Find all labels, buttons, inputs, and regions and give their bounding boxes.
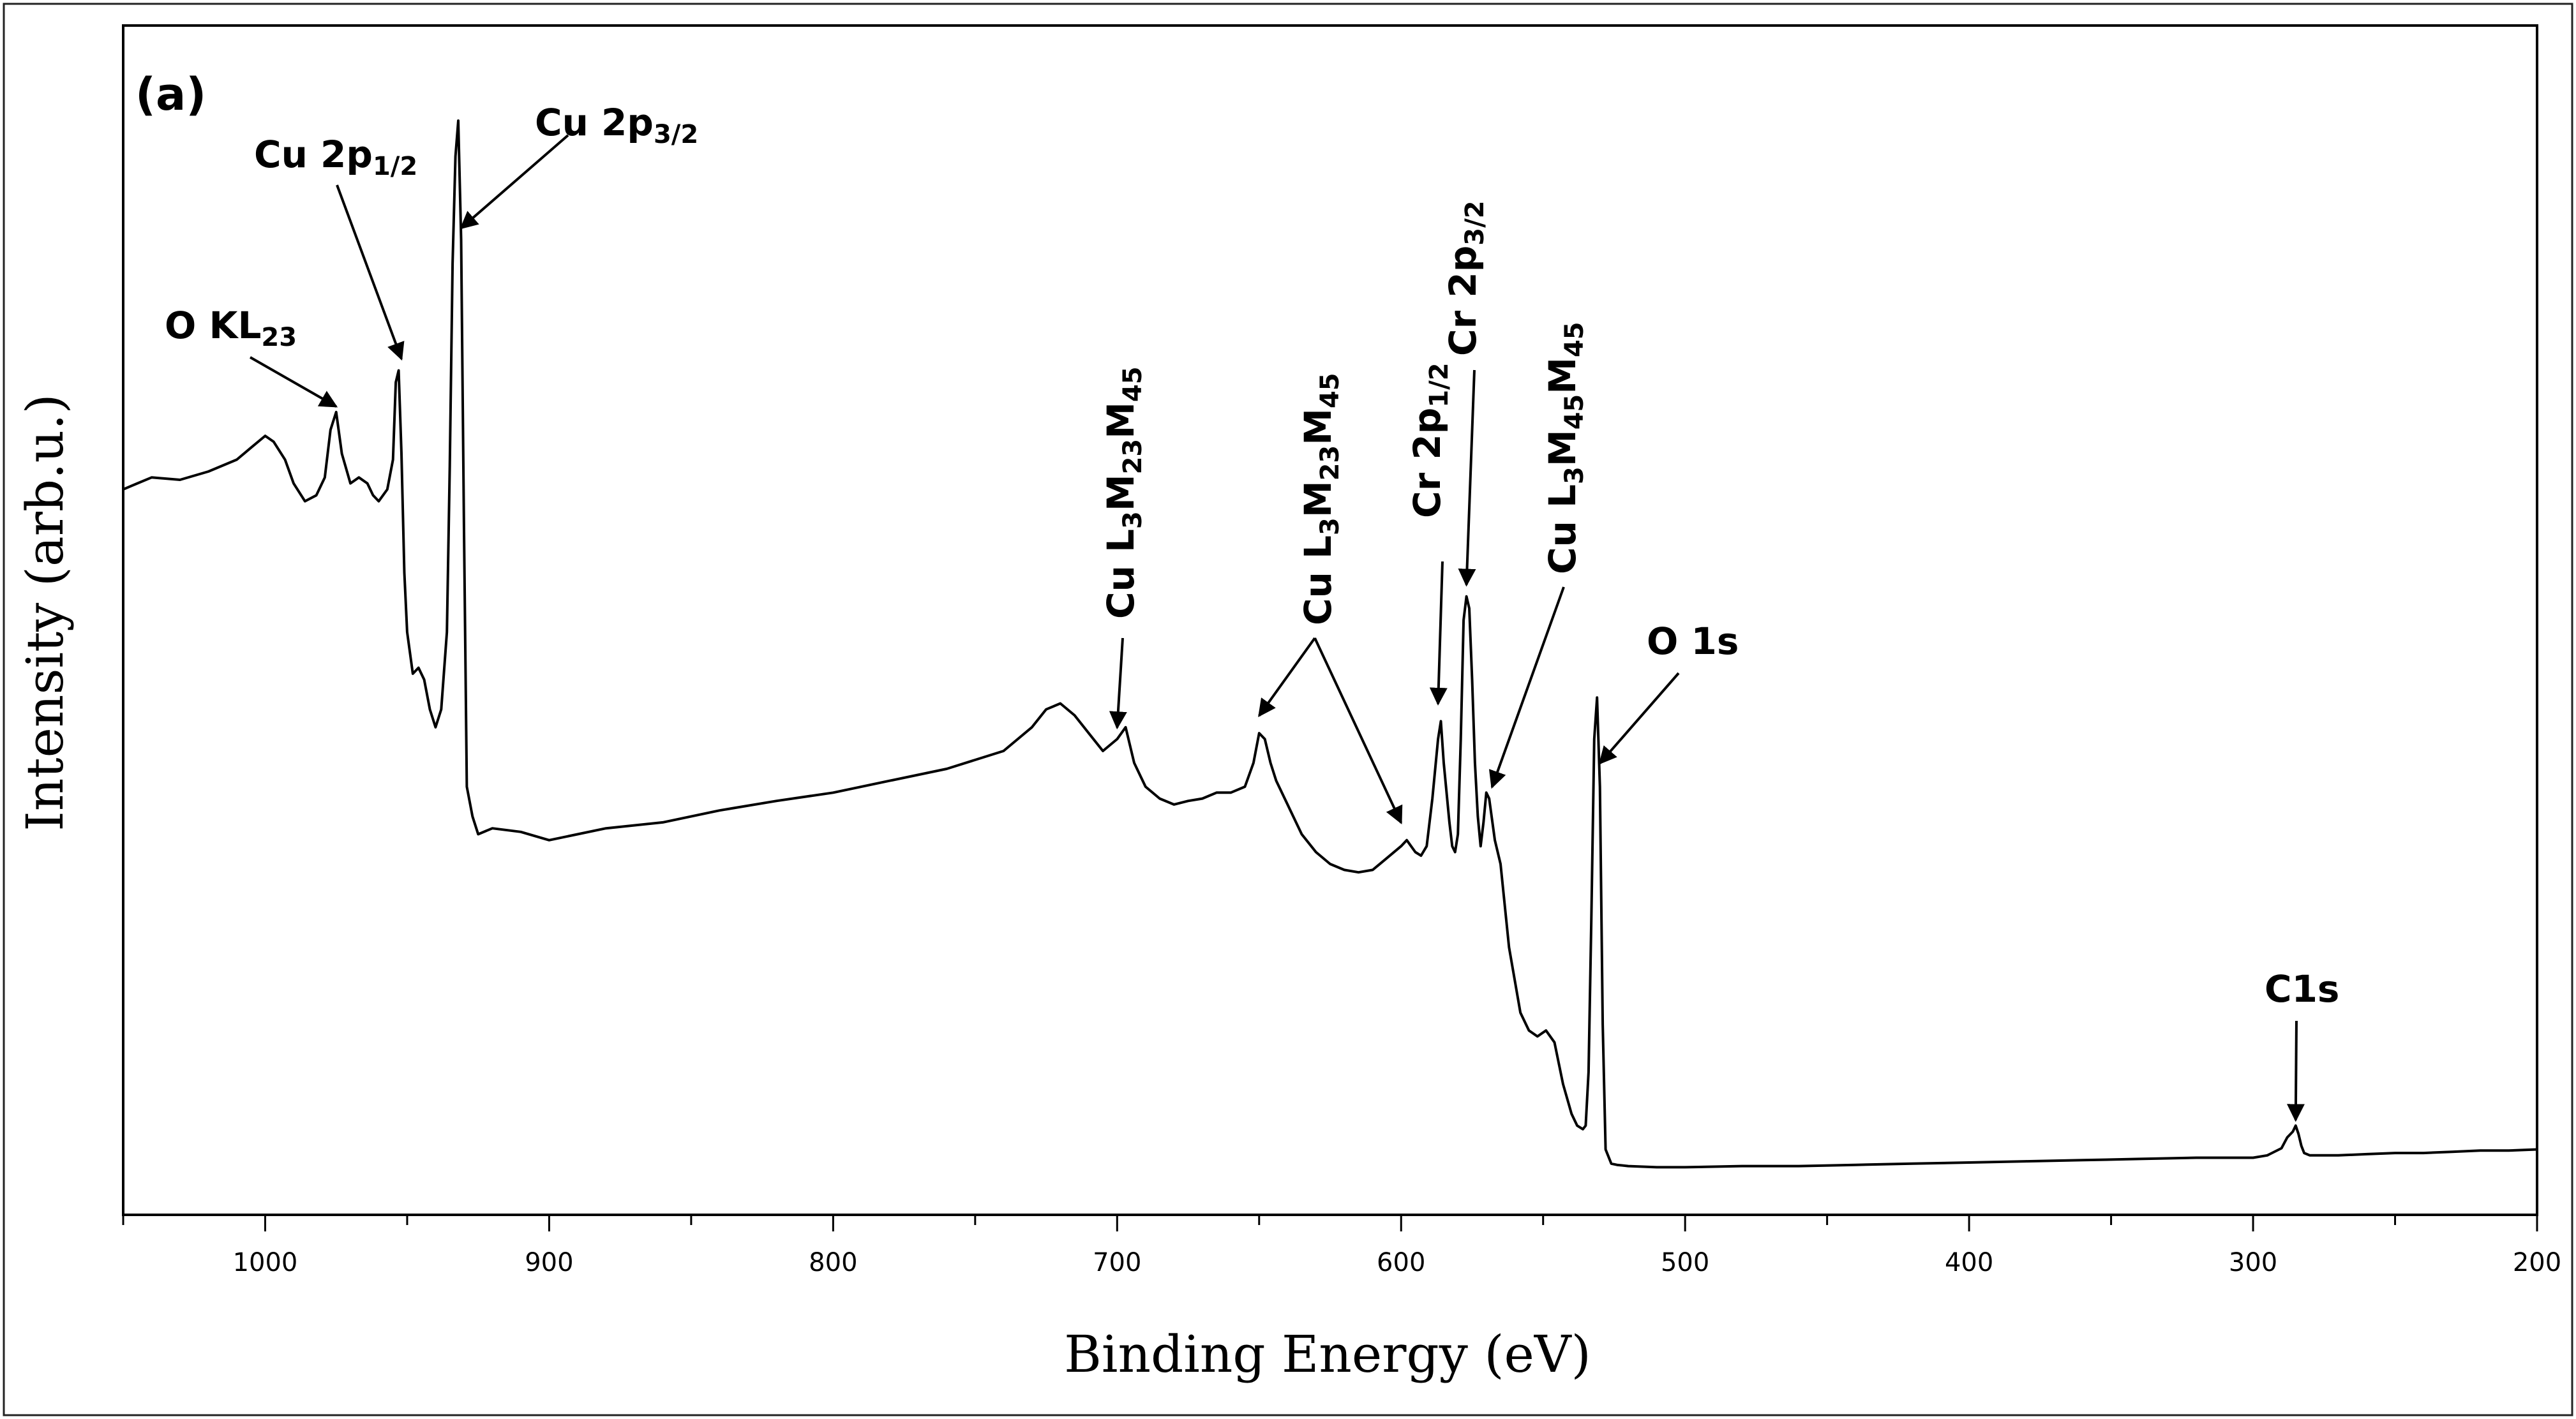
x-tick-label: 300 [2229,1248,2277,1277]
x-tick-label: 800 [809,1248,857,1277]
peak-label: Cu L3M23M45 [1296,373,1345,625]
peak-label-text: Cr 2p [1441,246,1485,356]
x-tick-label: 200 [2513,1248,2561,1277]
peak-label-text: M [1099,474,1142,511]
peak-label-text: M [1296,480,1340,517]
peak-label-subscript: 1/2 [373,152,417,181]
peak-label-subscript: 3/2 [654,120,698,149]
x-tick-label: 1000 [233,1248,298,1277]
peak-label-subscript: 23 [1315,445,1345,481]
x-tick-label: 400 [1945,1248,1993,1277]
peak-arrow [250,356,338,408]
y-axis-title: Intensity (arb.u.) [15,394,75,831]
peak-arrow [1488,586,1565,789]
peak-label-text: M [1099,402,1142,439]
peak-label-text: M [1541,429,1584,466]
peak-label-subscript: 45 [1118,366,1148,402]
peak-label-subscript: 1/2 [1425,362,1454,407]
x-tick-label: 900 [525,1248,573,1277]
peak-label-text: C1s [2265,967,2339,1011]
peak-label-text: M [1541,357,1584,394]
peak-arrow [1458,369,1476,587]
peak-label-subscript: 3 [1118,511,1148,529]
peak-label-text: Cu 2p [254,133,373,176]
peak-arrow [1109,637,1127,730]
peak-label-text: M [1296,408,1340,445]
peak-label-subscript: 3 [1560,466,1589,484]
x-axis-title: Binding Energy (eV) [1064,1325,1591,1384]
plot-area [122,24,2538,1216]
peak-arrow [1258,637,1316,718]
peak-label-text: Cr 2p [1405,408,1449,518]
peak-label-text: Cu L [1541,484,1584,574]
peak-label: Cu L3M45M45 [1541,322,1589,574]
peak-label: C1s [2265,967,2339,1011]
peak-label: O KL23 [165,304,297,352]
peak-label: Cu 2p1/2 [254,133,417,181]
peak-label: Cr 2p3/2 [1441,200,1490,356]
x-tick-label: 700 [1093,1248,1141,1277]
spectrum-line [123,119,2538,1169]
x-axis-ticks: 1000 900 800 700 600 500 400 300 200 [122,1215,2561,1277]
peak-label-subscript: 3/2 [1460,200,1490,245]
peak-label-text: Cu L [1099,529,1142,619]
peak-arrow [1598,672,1680,765]
peak-label: Cr 2p1/2 [1405,362,1454,518]
peak-label-subscript: 45 [1560,394,1589,430]
peak-label: Cu L3M23M45 [1099,366,1148,619]
peak-label-text: Cu L [1296,535,1340,625]
peak-label: Cu 2p3/2 [535,101,698,149]
peak-label-text: O KL [165,304,261,347]
x-tick-label: 500 [1661,1248,1709,1277]
peak-arrow [336,184,405,361]
peak-label-text: O 1s [1647,620,1739,663]
peak-label-text: Cu 2p [535,101,654,144]
peak-label-subscript: 45 [1560,322,1589,357]
peak-label-subscript: 23 [1118,439,1148,475]
peak-arrow [460,134,569,230]
peak-arrow [1429,561,1448,706]
figure-frame [3,3,2573,1416]
peak-label-subscript: 3 [1315,517,1345,535]
peak-label-subscript: 45 [1315,373,1345,408]
x-tick-label: 600 [1377,1248,1425,1277]
peak-label-subscript: 23 [261,323,297,352]
peak-arrow [1314,637,1403,825]
panel-label: (a) [135,68,206,121]
peak-label: O 1s [1647,620,1739,663]
series-layer [123,119,2538,1169]
